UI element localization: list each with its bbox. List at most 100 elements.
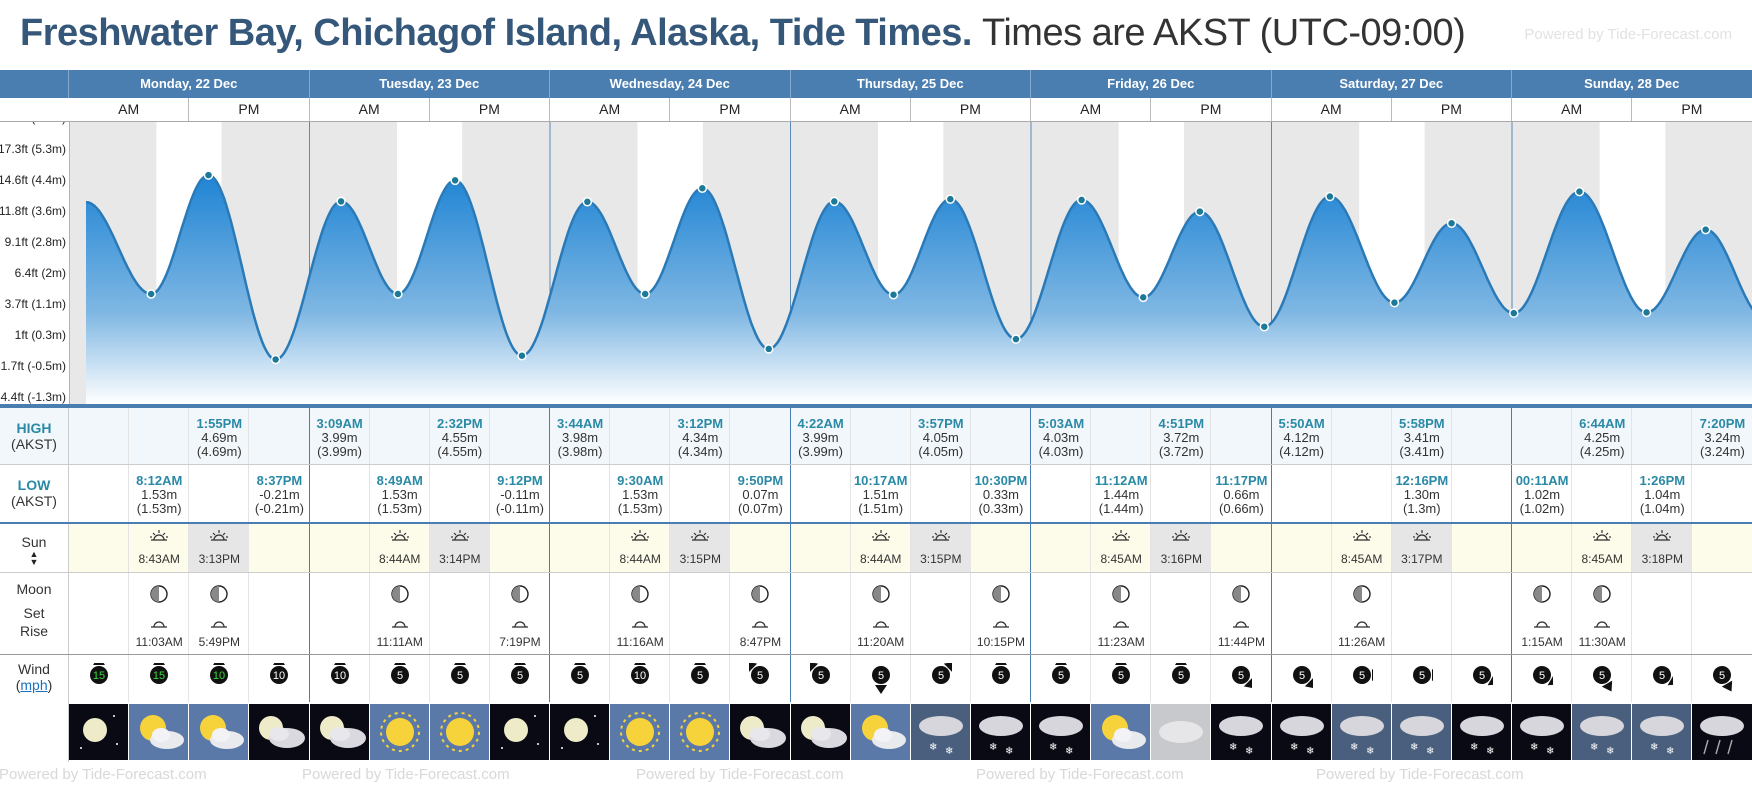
high-tide-height-alt: (4.34m) <box>677 444 723 459</box>
high-tide-cell: 5:03AM 4.03m (4.03m) <box>1031 408 1091 464</box>
low-tide-height-alt: (1.04m) <box>1639 501 1685 516</box>
moonrise-time: 11:23AM <box>1097 635 1145 649</box>
pm-label: PM <box>1392 98 1512 121</box>
high-tide-height: 4.55m <box>441 430 478 445</box>
footer-credits: Powered by Tide-Forecast.com Powered by T… <box>0 762 1752 787</box>
low-tide-point[interactable] <box>888 289 899 300</box>
high-tide-point[interactable] <box>697 183 708 193</box>
low-tide-point[interactable] <box>1011 334 1021 344</box>
wind-arrow-icon: 5 <box>1351 663 1381 697</box>
low-tide-point[interactable] <box>517 350 527 361</box>
low-tide-point[interactable] <box>1138 292 1148 303</box>
y-axis-background <box>0 122 69 406</box>
low-tide-point[interactable] <box>764 344 774 354</box>
footer-credit[interactable]: Powered by Tide-Forecast.com <box>0 766 207 783</box>
high-tide-point[interactable] <box>945 194 956 204</box>
grid-cell <box>69 573 130 654</box>
high-tide-height-alt: (3.72m) <box>1158 444 1204 459</box>
high-tide-point[interactable] <box>1076 195 1087 205</box>
low-tide-point[interactable] <box>393 289 403 299</box>
sunset-icon <box>1653 528 1672 544</box>
svg-text:❄: ❄ <box>945 746 953 757</box>
low-tide-time: 10:17AM <box>853 473 908 488</box>
wind-speed: 5 <box>1299 670 1305 682</box>
powered-by-credit[interactable]: Powered by Tide-Forecast.com <box>1524 26 1732 43</box>
grid-cell <box>129 655 190 702</box>
sun-label[interactable]: Sun ▲ ▼ <box>0 524 69 572</box>
snow-night-icon: ❄ ❄ <box>1211 704 1272 760</box>
sunrise-time: 8:45AM <box>1100 552 1142 566</box>
sort-arrows-icon[interactable]: ▲ ▼ <box>29 549 39 567</box>
svg-text:❄: ❄ <box>1590 742 1598 753</box>
high-tide-height: 3.24m <box>1704 430 1741 445</box>
footer-credit[interactable]: Powered by Tide-Forecast.com <box>976 766 1184 783</box>
sunrise-icon <box>1112 528 1131 544</box>
wind-arrow-icon: 5 <box>1230 663 1255 697</box>
pm-label: PM <box>911 98 1031 121</box>
wind-speed: 5 <box>577 670 583 682</box>
grid-cell <box>730 408 791 464</box>
wind-cell: 5 <box>791 655 851 702</box>
high-tide-point[interactable] <box>1195 206 1205 217</box>
low-tide-point[interactable] <box>1641 307 1652 318</box>
sunrise-icon <box>1352 528 1371 544</box>
partly-cloudy-day-icon <box>850 704 911 760</box>
low-tide-point[interactable] <box>640 289 650 299</box>
grid-cell <box>911 465 971 522</box>
low-tide-point[interactable] <box>1259 321 1270 332</box>
wind-cell: 10 <box>610 655 670 702</box>
low-tide-point[interactable] <box>1509 308 1519 318</box>
day-header-6: Sunday, 28 Dec <box>1512 70 1752 98</box>
grid-cell <box>1272 408 1332 464</box>
wind-arrow-icon: 5 <box>1411 663 1441 697</box>
grid-cell <box>610 573 671 654</box>
low-tide-cell: 10:17AM 1.51m (1.51m) <box>851 465 911 522</box>
wind-arrow-icon: 5 <box>1110 656 1132 697</box>
low-tide-cell: 1:26PM 1.04m (1.04m) <box>1632 465 1692 522</box>
footer-credit[interactable]: Powered by Tide-Forecast.com <box>302 766 510 783</box>
wind-unit-link[interactable]: mph <box>20 677 48 693</box>
high-tide-point[interactable] <box>1574 186 1585 197</box>
high-tide-point[interactable] <box>582 197 593 207</box>
wind-arrow-icon: 5 <box>509 656 531 697</box>
low-tide-time: 9:50PM <box>737 473 784 488</box>
high-tide-point[interactable] <box>1700 224 1711 235</box>
low-tide-height: 1.53m <box>381 487 418 502</box>
grid-cell <box>1211 573 1272 654</box>
high-tide-cell: 4:22AM 3.99m (3.99m) <box>791 408 851 464</box>
snow-day-icon: ❄ ❄ <box>1632 704 1693 760</box>
cloudy-night-icon <box>249 704 310 760</box>
high-tide-point[interactable] <box>1446 218 1457 228</box>
wind-arrow-icon: 5 <box>747 661 771 697</box>
high-tide-point[interactable] <box>336 196 346 207</box>
grid-cell <box>310 573 370 654</box>
wind-speed: 15 <box>93 670 105 682</box>
low-tide-point[interactable] <box>1389 297 1400 308</box>
low-tide-row: LOW (AKST) 8:12AM 1.53m (1.53m) 8:37PM -0.21… <box>0 464 1752 522</box>
high-tide-time: 3:57PM <box>918 416 964 431</box>
wind-cell: 5 <box>1512 655 1572 702</box>
weather-row: ❄ ❄ ❄ ❄ ❄ ❄ ❄ ❄ ❄ ❄ ❄ ❄ ❄ ❄ ❄ ❄ ❄ ❄ ❄ ❄ ❄ ❄ <box>0 702 1752 762</box>
grid-cell <box>189 655 250 702</box>
wind-speed: 10 <box>634 670 646 682</box>
wind-speed: 5 <box>1719 670 1725 682</box>
low-tide-height-alt: (0.66m) <box>1219 501 1264 516</box>
grid-cell <box>249 408 310 464</box>
wind-row: Wind (mph) 15 15 10 10 10 5 5 5 5 10 5 5 5 5 5 5 5 5 5 5 5 5 5… <box>0 654 1752 702</box>
low-tide-point[interactable] <box>270 354 281 365</box>
high-tide-point[interactable] <box>450 175 460 186</box>
sunny-icon <box>670 704 731 760</box>
high-tide-point[interactable] <box>829 196 840 207</box>
low-tide-point[interactable] <box>146 289 156 299</box>
moon-phase-icon <box>1593 585 1611 603</box>
high-tide-point[interactable] <box>203 170 214 180</box>
footer-credit[interactable]: Powered by Tide-Forecast.com <box>1316 766 1524 783</box>
page-title: Freshwater Bay, Chichagof Island, Alaska… <box>20 12 1466 55</box>
grid-cell <box>971 573 1031 654</box>
grid-cell <box>1271 524 1332 572</box>
low-tide-height-alt: (-0.11m) <box>495 501 545 516</box>
high-tide-time: 5:03AM <box>1037 416 1085 431</box>
high-tide-point[interactable] <box>1325 191 1335 202</box>
footer-credit[interactable]: Powered by Tide-Forecast.com <box>636 766 844 783</box>
grid-cell <box>430 655 490 702</box>
